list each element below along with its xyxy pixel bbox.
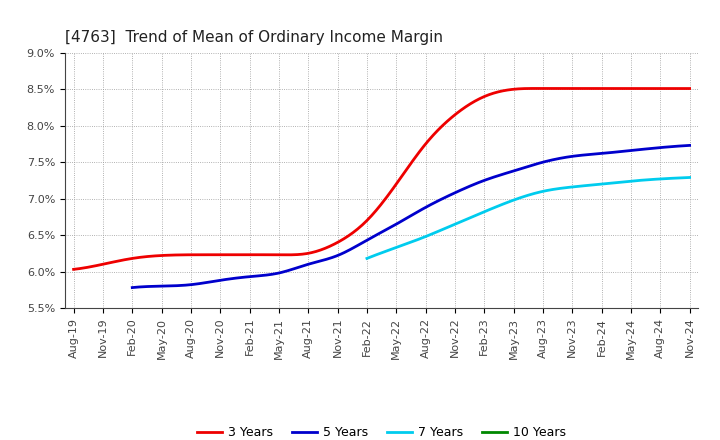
3 Years xyxy=(270,252,279,257)
5 Years xyxy=(348,246,357,251)
7 Years xyxy=(685,175,694,180)
5 Years xyxy=(310,260,318,265)
7 Years xyxy=(595,182,604,187)
5 Years xyxy=(128,285,137,290)
5 Years xyxy=(530,162,539,167)
3 Years xyxy=(517,86,526,92)
3 Years xyxy=(69,267,78,272)
3 Years xyxy=(456,107,465,113)
5 Years xyxy=(479,178,487,183)
Line: 3 Years: 3 Years xyxy=(73,88,690,269)
Line: 5 Years: 5 Years xyxy=(132,145,690,288)
3 Years xyxy=(685,86,694,91)
3 Years xyxy=(313,248,322,253)
3 Years xyxy=(143,254,152,259)
Legend: 3 Years, 5 Years, 7 Years, 10 Years: 3 Years, 5 Years, 7 Years, 10 Years xyxy=(192,422,572,440)
7 Years xyxy=(597,181,606,187)
5 Years xyxy=(195,281,204,286)
7 Years xyxy=(363,256,372,261)
Text: [4763]  Trend of Mean of Ordinary Income Margin: [4763] Trend of Mean of Ordinary Income … xyxy=(65,29,443,45)
3 Years xyxy=(529,86,538,91)
7 Years xyxy=(468,214,477,220)
7 Years xyxy=(490,205,499,210)
Line: 7 Years: 7 Years xyxy=(367,177,690,258)
3 Years xyxy=(514,86,523,92)
5 Years xyxy=(685,143,694,148)
7 Years xyxy=(566,184,575,190)
7 Years xyxy=(402,242,410,247)
5 Years xyxy=(533,161,541,166)
